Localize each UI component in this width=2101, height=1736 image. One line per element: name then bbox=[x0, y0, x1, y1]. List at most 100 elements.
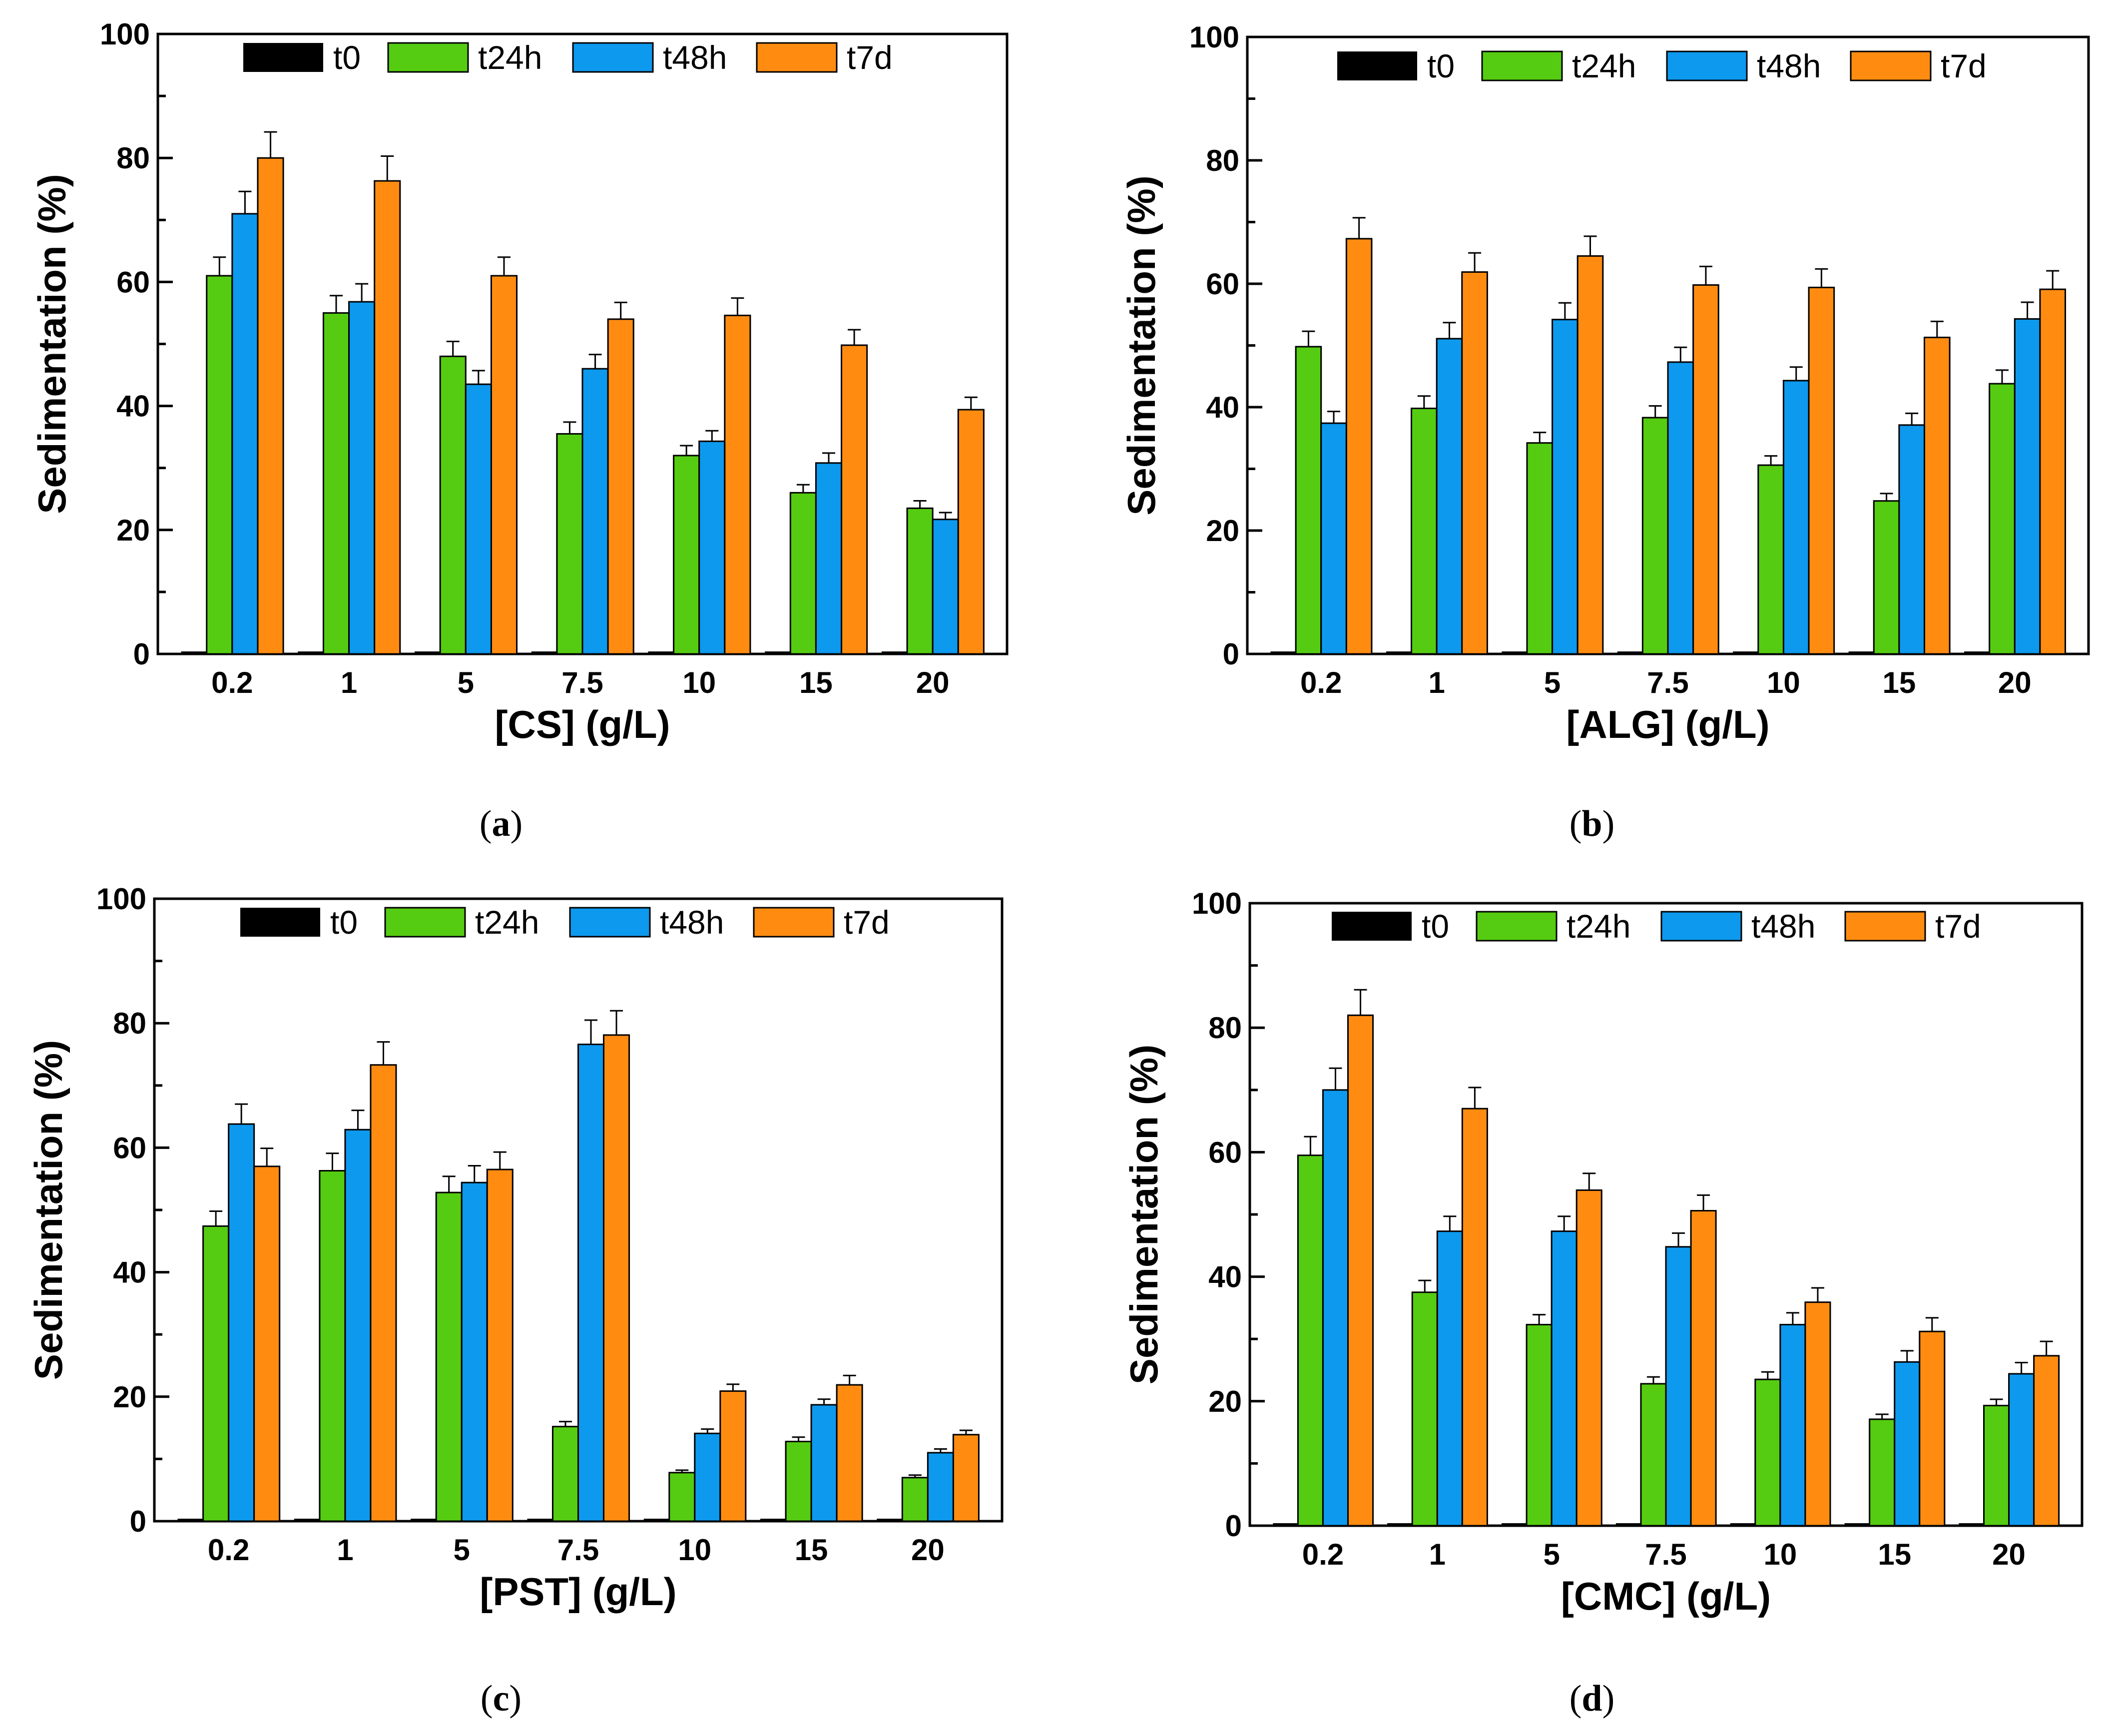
bar-t24h-b-10 bbox=[1757, 464, 1784, 655]
bar-t0-a-20 bbox=[881, 651, 908, 654]
legend-label-t48h: t48h bbox=[1757, 47, 1821, 84]
panel-caption: (c) bbox=[481, 1678, 522, 1719]
bar-t48h-b-20 bbox=[2014, 318, 2041, 655]
bar-t0-c-1 bbox=[294, 1519, 320, 1521]
x-tick-label: 15 bbox=[799, 666, 833, 699]
y-tick-label: 80 bbox=[1208, 1011, 1242, 1045]
y-tick-label: 0 bbox=[133, 637, 150, 671]
bar-t48h-b-5 bbox=[1552, 319, 1578, 655]
caption-letter: c bbox=[493, 1678, 510, 1719]
caption-open-paren: ( bbox=[481, 1678, 493, 1719]
bar-t24h-c-10 bbox=[668, 1472, 696, 1522]
y-tick-label: 20 bbox=[1208, 1385, 1242, 1418]
bar-t7d-a-5 bbox=[490, 275, 518, 655]
x-axis-title: [CMC] (g/L) bbox=[1561, 1574, 1771, 1618]
bar-t48h-d-15 bbox=[1894, 1361, 1921, 1527]
bar-t24h-d-0.2 bbox=[1297, 1155, 1324, 1527]
legend-label-t24h: t24h bbox=[475, 904, 539, 941]
bar-t0-b-7.5 bbox=[1617, 651, 1643, 654]
bar-t0-a-0.2 bbox=[181, 651, 207, 654]
legend-label-t7d: t7d bbox=[1935, 908, 1981, 945]
legend-label-t7d: t7d bbox=[844, 904, 890, 941]
bar-t48h-a-10 bbox=[698, 440, 726, 655]
bar-t48h-d-5 bbox=[1551, 1230, 1577, 1527]
y-tick-label: 60 bbox=[1208, 1136, 1242, 1169]
bar-t7d-d-5 bbox=[1576, 1189, 1602, 1527]
bar-t24h-c-1 bbox=[319, 1170, 346, 1522]
y-tick-label: 80 bbox=[113, 1007, 146, 1040]
caption-close-paren: ) bbox=[509, 1678, 522, 1719]
legend-label-t0: t0 bbox=[1422, 908, 1449, 945]
bar-t0-c-7.5 bbox=[527, 1519, 553, 1521]
y-tick-label: 0 bbox=[130, 1505, 146, 1538]
bar-t24h-b-20 bbox=[1989, 383, 2016, 655]
bar-t48h-b-0.2 bbox=[1320, 422, 1347, 655]
bar-t48h-d-10 bbox=[1779, 1324, 1806, 1527]
legend-swatch-t48h bbox=[1666, 50, 1748, 81]
bar-t7d-a-1 bbox=[374, 180, 401, 655]
bar-t7d-a-0.2 bbox=[257, 157, 284, 655]
x-tick-label: 7.5 bbox=[1647, 666, 1688, 699]
bar-t0-b-15 bbox=[1848, 651, 1874, 654]
bar-t48h-c-0.2 bbox=[228, 1123, 255, 1522]
y-tick-label: 80 bbox=[116, 141, 150, 175]
x-tick-label: 15 bbox=[795, 1533, 828, 1567]
y-tick-label: 20 bbox=[116, 514, 150, 547]
x-tick-label: 15 bbox=[1878, 1538, 1911, 1571]
bar-t7d-b-10 bbox=[1808, 286, 1835, 655]
legend-swatch-t7d bbox=[753, 907, 835, 938]
x-tick-label: 10 bbox=[1767, 666, 1800, 699]
bar-t7d-b-15 bbox=[1923, 336, 1951, 655]
legend-label-t24h: t24h bbox=[478, 39, 542, 76]
legend-swatch-t7d bbox=[756, 42, 838, 73]
bar-t0-d-20 bbox=[1959, 1523, 1984, 1526]
x-tick-label: 0.2 bbox=[211, 666, 253, 699]
y-axis-title: Sedimentation (%) bbox=[30, 174, 74, 514]
panel-caption: (a) bbox=[480, 803, 523, 844]
y-tick-label: 60 bbox=[116, 265, 150, 299]
x-tick-label: 5 bbox=[1543, 1538, 1560, 1571]
legend-swatch-t0 bbox=[1332, 912, 1412, 941]
bar-t7d-b-5 bbox=[1576, 255, 1604, 655]
y-axis-title: Sedimentation (%) bbox=[1122, 1045, 1166, 1384]
bar-t24h-c-7.5 bbox=[551, 1426, 579, 1522]
y-tick-label: 40 bbox=[116, 390, 150, 423]
legend: t0 t24h t48h t7d bbox=[240, 904, 890, 941]
x-tick-label: 5 bbox=[458, 666, 474, 699]
y-tick-label: 0 bbox=[1223, 637, 1239, 671]
bar-t48h-d-1 bbox=[1436, 1230, 1463, 1527]
legend-swatch-t24h bbox=[384, 907, 466, 938]
legend-swatch-t7d bbox=[1844, 911, 1926, 942]
bar-t48h-b-15 bbox=[1898, 424, 1925, 655]
x-tick-label: 20 bbox=[911, 1533, 945, 1567]
bar-t7d-b-1 bbox=[1461, 271, 1488, 655]
x-tick-label: 1 bbox=[1429, 1538, 1446, 1571]
x-tick-label: 7.5 bbox=[557, 1533, 599, 1567]
bar-t0-b-5 bbox=[1502, 651, 1527, 654]
legend-label-t7d: t7d bbox=[1941, 47, 1987, 84]
bar-t0-d-7.5 bbox=[1615, 1523, 1641, 1526]
y-tick-label: 0 bbox=[1225, 1509, 1242, 1543]
bar-t7d-c-0.2 bbox=[253, 1165, 281, 1522]
bar-t0-a-5 bbox=[415, 651, 441, 654]
y-tick-label: 60 bbox=[1206, 267, 1239, 301]
x-tick-label: 0.2 bbox=[1300, 666, 1342, 699]
x-tick-label: 1 bbox=[341, 666, 357, 699]
bar-t48h-d-20 bbox=[2008, 1373, 2035, 1527]
bar-t0-a-15 bbox=[765, 651, 791, 654]
y-tick-label: 40 bbox=[1208, 1260, 1242, 1294]
bar-t48h-a-20 bbox=[932, 519, 959, 655]
bar-t7d-d-15 bbox=[1919, 1330, 1946, 1527]
legend: t0 t24h t48h t7d bbox=[243, 39, 893, 76]
bar-t7d-c-1 bbox=[370, 1064, 397, 1522]
bar-t7d-a-7.5 bbox=[607, 318, 634, 655]
caption-close-paren: ) bbox=[1602, 1678, 1615, 1719]
bar-t24h-d-7.5 bbox=[1640, 1383, 1667, 1527]
bar-t7d-a-20 bbox=[957, 409, 985, 655]
y-tick-label: 100 bbox=[1189, 20, 1239, 54]
caption-letter: a bbox=[492, 803, 511, 844]
